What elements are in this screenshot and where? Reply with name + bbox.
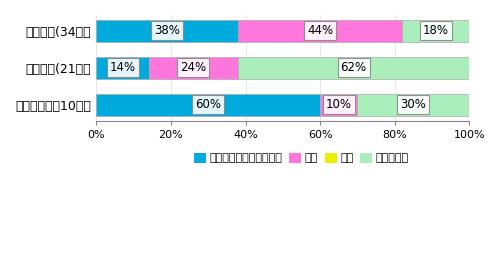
Bar	[148, 57, 238, 79]
Text: 60%: 60%	[196, 98, 222, 111]
Text: 14%: 14%	[110, 61, 136, 74]
Text: 18%: 18%	[422, 24, 448, 37]
Bar	[96, 57, 148, 79]
Bar	[402, 20, 469, 42]
Bar	[320, 94, 358, 116]
Legend: 営業利益への影韹はない, 減益, 増益, 影韹は不明: 営業利益への影韹はない, 減益, 増益, 影韹は不明	[190, 148, 414, 168]
Text: 38%: 38%	[154, 24, 180, 37]
Bar	[96, 20, 238, 42]
Bar	[238, 20, 402, 42]
Bar	[238, 57, 469, 79]
Text: 10%: 10%	[326, 98, 351, 111]
Text: 30%: 30%	[400, 98, 426, 111]
Bar	[96, 94, 320, 116]
Text: 62%: 62%	[340, 61, 366, 74]
Text: 24%: 24%	[180, 61, 206, 74]
Text: 44%: 44%	[307, 24, 333, 37]
Bar	[358, 94, 469, 116]
